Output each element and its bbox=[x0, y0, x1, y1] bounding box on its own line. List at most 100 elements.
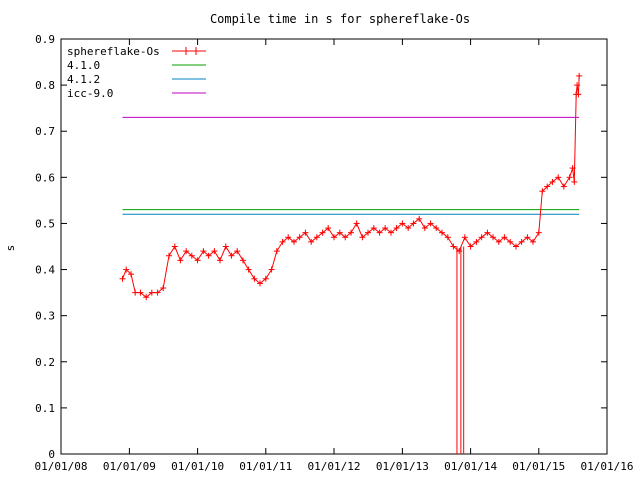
data-point bbox=[518, 238, 525, 245]
data-point bbox=[405, 225, 412, 232]
data-point bbox=[188, 252, 195, 259]
data-point bbox=[444, 234, 451, 241]
data-point bbox=[132, 289, 139, 296]
data-point bbox=[183, 248, 190, 255]
y-axis-label: s bbox=[4, 245, 17, 252]
data-point bbox=[461, 234, 468, 241]
data-point bbox=[228, 252, 235, 259]
data-point bbox=[495, 238, 502, 245]
data-point bbox=[467, 243, 474, 250]
data-point bbox=[544, 183, 551, 190]
legend-label: icc-9.0 bbox=[67, 87, 113, 100]
data-point bbox=[539, 188, 546, 195]
data-point bbox=[234, 248, 241, 255]
data-point bbox=[128, 271, 135, 278]
data-point bbox=[387, 229, 394, 236]
data-point bbox=[473, 238, 480, 245]
data-point bbox=[240, 257, 246, 264]
data-point bbox=[194, 257, 201, 264]
data-point bbox=[376, 229, 383, 236]
data-point bbox=[273, 248, 280, 255]
data-point bbox=[160, 285, 167, 291]
y-tick-label: 0.2 bbox=[35, 356, 55, 369]
y-tick-label: 0.4 bbox=[35, 264, 55, 277]
data-point bbox=[148, 289, 155, 296]
data-point bbox=[319, 229, 326, 236]
data-point bbox=[439, 229, 446, 236]
x-tick-label: 01/01/08 bbox=[35, 460, 88, 473]
data-point bbox=[143, 294, 150, 301]
data-point bbox=[576, 72, 583, 79]
data-point bbox=[382, 225, 389, 232]
x-tick-label: 01/01/15 bbox=[512, 460, 565, 473]
data-point bbox=[123, 266, 130, 273]
chart-title: Compile time in s for sphereflake-Os bbox=[210, 12, 470, 26]
data-point bbox=[427, 220, 434, 227]
data-point bbox=[154, 289, 161, 296]
data-point bbox=[530, 238, 537, 245]
x-tick-label: 01/01/11 bbox=[239, 460, 292, 473]
data-point bbox=[484, 229, 491, 236]
data-point bbox=[456, 248, 463, 255]
data-point bbox=[313, 234, 320, 241]
data-point bbox=[393, 225, 400, 232]
data-point bbox=[359, 234, 366, 241]
data-point bbox=[217, 257, 224, 264]
data-point bbox=[501, 234, 508, 241]
y-tick-label: 0.5 bbox=[35, 217, 55, 230]
data-point bbox=[222, 243, 229, 250]
y-tick-label: 0.8 bbox=[35, 79, 55, 92]
data-point bbox=[177, 257, 184, 264]
data-point bbox=[291, 238, 298, 245]
data-point bbox=[549, 178, 556, 185]
series-line-sphereflake-os bbox=[122, 75, 580, 298]
data-point bbox=[257, 280, 264, 287]
y-tick-label: 0.9 bbox=[35, 33, 55, 46]
data-point bbox=[535, 229, 542, 236]
data-point bbox=[416, 215, 423, 222]
data-point bbox=[571, 178, 578, 185]
data-point bbox=[166, 252, 173, 259]
data-point bbox=[308, 238, 315, 245]
x-tick-label: 01/01/09 bbox=[103, 460, 156, 473]
data-point bbox=[433, 225, 440, 232]
x-tick-label: 01/01/16 bbox=[581, 460, 634, 473]
data-point bbox=[171, 243, 178, 250]
data-point bbox=[399, 220, 406, 227]
data-point bbox=[119, 275, 126, 282]
data-point bbox=[507, 238, 514, 245]
data-point bbox=[137, 289, 144, 296]
data-point bbox=[325, 225, 332, 232]
data-point bbox=[450, 243, 457, 250]
data-point bbox=[302, 229, 309, 236]
data-point bbox=[490, 234, 497, 241]
series-sphereflake-os bbox=[119, 72, 583, 454]
data-point bbox=[513, 243, 519, 250]
data-point bbox=[296, 234, 303, 241]
data-point bbox=[268, 266, 275, 273]
data-point bbox=[211, 248, 218, 255]
x-tick-label: 01/01/13 bbox=[376, 460, 429, 473]
x-tick-label: 01/01/14 bbox=[444, 460, 497, 473]
data-point bbox=[200, 248, 207, 255]
data-point bbox=[285, 234, 292, 241]
data-point bbox=[555, 174, 562, 181]
data-point bbox=[331, 234, 337, 241]
data-point bbox=[560, 183, 567, 190]
x-tick-label: 01/01/10 bbox=[171, 460, 224, 473]
reference-lines bbox=[122, 116, 580, 215]
data-point bbox=[410, 220, 417, 227]
x-tick-label: 01/01/12 bbox=[308, 460, 361, 473]
data-point bbox=[574, 82, 581, 89]
plot-frame bbox=[60, 38, 608, 455]
data-point bbox=[478, 234, 485, 241]
data-point bbox=[370, 225, 377, 232]
legend-label: 4.1.0 bbox=[67, 59, 100, 72]
data-point bbox=[365, 229, 372, 236]
y-tick-label: 0.1 bbox=[35, 402, 55, 415]
y-tick-label: 0.7 bbox=[35, 125, 55, 138]
y-tick-label: 0 bbox=[48, 448, 55, 461]
legend-label: 4.1.2 bbox=[67, 73, 100, 86]
